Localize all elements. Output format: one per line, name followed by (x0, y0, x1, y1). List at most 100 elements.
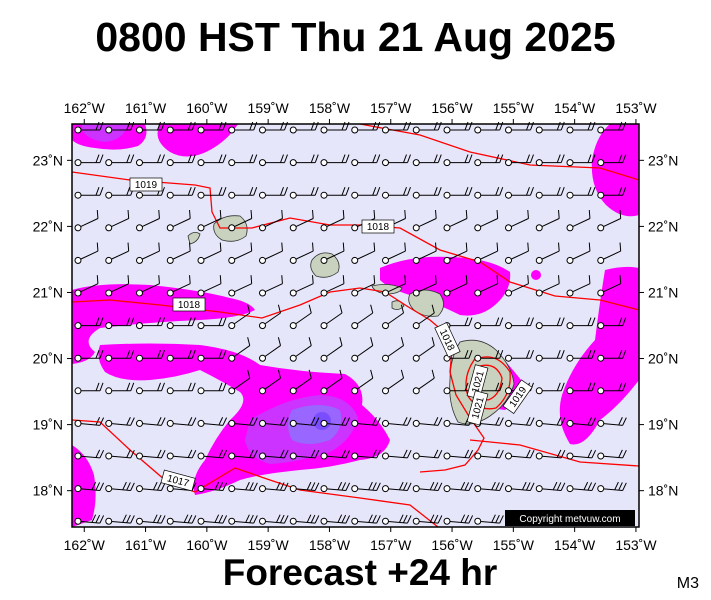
wind-barb (566, 154, 596, 167)
wind-barb (566, 242, 591, 264)
wind-barb (412, 275, 437, 297)
wind-barb (105, 154, 135, 167)
wind-barb (474, 242, 499, 264)
wind-barb (197, 417, 228, 427)
wind-barb (228, 275, 253, 297)
wind-barb (412, 481, 443, 493)
wind-barb (228, 154, 258, 167)
wind-barb (382, 369, 405, 395)
lon-label-top: 154˚W (554, 100, 596, 116)
precip-area (531, 270, 541, 280)
wind-barb (166, 417, 197, 427)
wind-barb (412, 449, 443, 460)
wind-barb (320, 304, 343, 330)
wind-barb (197, 481, 228, 493)
wind-barb (474, 187, 504, 199)
wind-barb (259, 154, 288, 167)
wind-barb (505, 154, 534, 167)
isobar-label-text: 1019 (135, 180, 158, 191)
wind-barb (597, 417, 627, 427)
wind-barb (320, 275, 345, 297)
lon-label-bottom: 160˚W (186, 537, 228, 553)
lon-label-bottom: 156˚W (431, 537, 473, 553)
wind-barb (320, 369, 343, 395)
wind-barb (166, 350, 196, 362)
wind-barb (412, 121, 442, 134)
wind-barb (136, 209, 160, 232)
wind-barb (505, 242, 529, 264)
wind-barb (320, 449, 351, 460)
lon-label-bottom: 159˚W (248, 537, 290, 553)
lat-label-left: 21˚N (33, 284, 63, 300)
wind-barb (566, 350, 596, 362)
wind-barb (597, 350, 627, 362)
wind-barb (320, 481, 351, 493)
wind-barb (289, 304, 312, 330)
wind-barb (535, 209, 560, 232)
wind-barb (474, 350, 504, 362)
wind-barb (474, 209, 499, 232)
axis-ticks: 162˚W 162˚W 161˚W 161˚W 160˚W 160˚W 159˚W 159˚W… (33, 100, 679, 553)
wind-barb (535, 350, 565, 362)
wind-barb (351, 304, 374, 330)
precip-area (380, 256, 511, 316)
wind-barb (505, 417, 535, 427)
lat-label-left: 19˚N (33, 417, 63, 433)
wind-barb (228, 449, 258, 460)
wind-barb (259, 209, 283, 232)
island-niihau (187, 232, 201, 245)
wind-barb (197, 154, 227, 167)
wind-barb (351, 481, 381, 493)
wind-barb (412, 154, 442, 167)
wind-barb (166, 449, 197, 460)
lon-label-top: 158˚W (309, 100, 351, 116)
wind-barb (382, 481, 412, 493)
wind-barb (382, 337, 405, 362)
wind-barb (74, 417, 105, 427)
wind-barb (443, 242, 468, 264)
wind-barb (289, 417, 320, 427)
wind-barb (474, 514, 504, 525)
wind-barb (320, 154, 350, 167)
wind-barb (74, 242, 99, 264)
wind-barb (105, 275, 130, 297)
product-code: M3 (676, 575, 699, 592)
isobar-line (71, 419, 439, 528)
isobar-label: 1018 (172, 297, 206, 312)
wind-barb (443, 209, 468, 232)
wind-barb (259, 514, 289, 525)
wind-barb (74, 317, 104, 330)
precip-area (82, 124, 128, 142)
wind-barb (443, 514, 474, 525)
lon-label-top: 159˚W (248, 100, 290, 116)
lat-label-right: 19˚N (648, 417, 678, 433)
lon-label-bottom: 157˚W (370, 537, 412, 553)
isobar-label-text: 1018 (367, 222, 390, 233)
wind-barb (412, 514, 443, 525)
wind-barb (351, 187, 381, 199)
wind-barb (259, 449, 289, 460)
wind-barb (228, 369, 251, 395)
wind-barb (289, 514, 320, 525)
wind-barb (74, 382, 104, 395)
wind-barb (228, 187, 258, 199)
lat-label-left: 20˚N (33, 351, 63, 367)
wind-barb (197, 275, 222, 297)
wind-barb (166, 514, 197, 525)
wind-barb (351, 242, 376, 264)
wind-barb (136, 382, 165, 395)
wind-barb (259, 187, 288, 199)
wind-barb (535, 187, 565, 199)
lat-label-right: 18˚N (648, 483, 678, 499)
lon-label-bottom: 153˚W (615, 537, 657, 553)
wind-barb (382, 275, 406, 297)
wind-barb (535, 382, 565, 395)
wind-barb (597, 317, 627, 330)
wind-barb (166, 382, 196, 395)
wind-barb (74, 275, 99, 297)
wind-barb (351, 275, 376, 297)
wind-barb (505, 209, 529, 232)
wind-barb (382, 417, 412, 427)
wind-barb (136, 417, 166, 427)
